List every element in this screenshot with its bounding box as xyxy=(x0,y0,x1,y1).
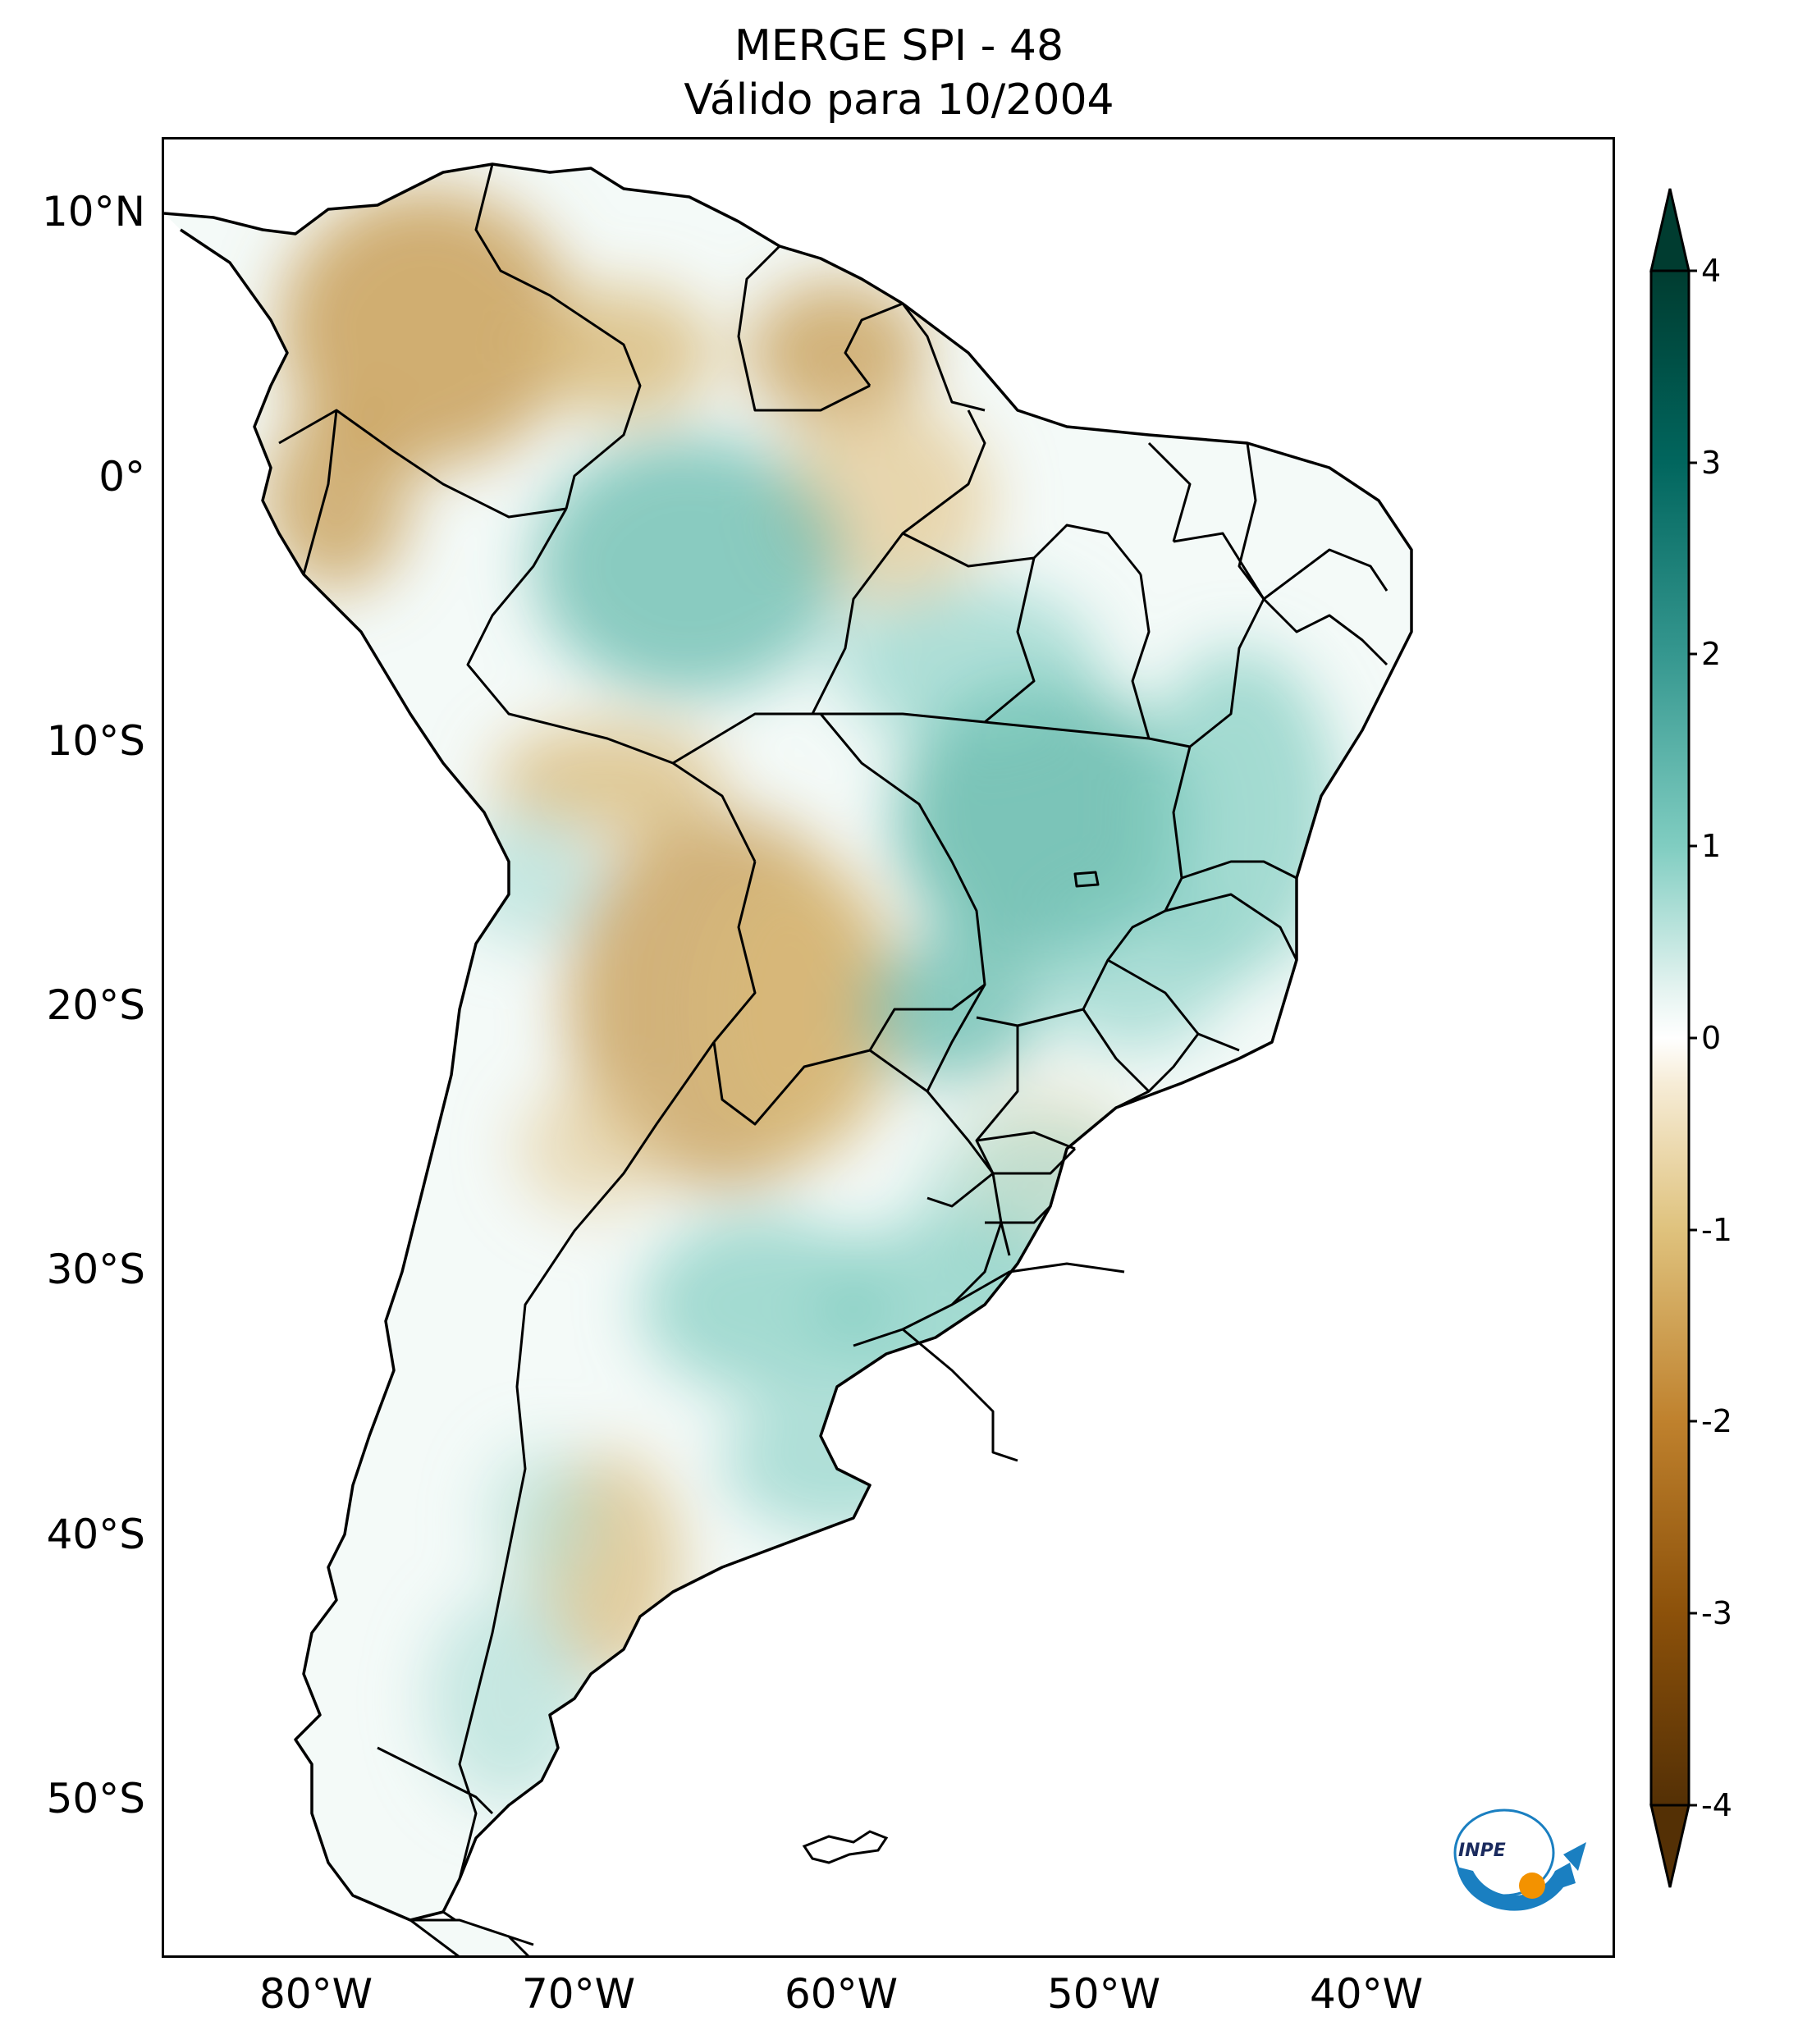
colorbar-tick-label: -3 xyxy=(1701,1595,1732,1631)
lat-tick-label: 20°S xyxy=(46,981,145,1029)
colorbar-tick-label: 3 xyxy=(1701,445,1722,481)
lat-tick-label: 10°S xyxy=(46,717,145,765)
map-title: MERGE SPI - 48 xyxy=(734,21,1064,71)
spi-colorbar xyxy=(1649,188,1697,1888)
lon-tick-label: 50°W xyxy=(1046,1970,1161,2018)
colorbar-tick-label: 0 xyxy=(1701,1020,1722,1056)
falklands-island xyxy=(802,1830,889,1864)
colorbar-tick-label: 1 xyxy=(1701,828,1722,864)
spi-field xyxy=(263,189,1338,1805)
political-borders xyxy=(278,163,1389,1946)
south-america-map xyxy=(164,162,1413,1955)
colorbar-tick-label: -4 xyxy=(1701,1787,1732,1823)
colorbar-ticks xyxy=(1689,269,1697,1807)
inpe-logo-text: INPE xyxy=(1458,1841,1506,1861)
colorbar-tick-label: 4 xyxy=(1701,253,1722,289)
lon-tick-label: 80°W xyxy=(258,1970,373,2018)
inpe-logo: INPE xyxy=(1453,1809,1586,1911)
lat-tick-label: 50°S xyxy=(46,1775,145,1822)
lon-tick-label: 70°W xyxy=(521,1970,636,2018)
lat-tick-label: 0° xyxy=(98,453,145,501)
coastline xyxy=(164,162,1413,1922)
tierra-del-fuego xyxy=(406,1918,530,1955)
colorbar-tick-label: -2 xyxy=(1701,1403,1732,1439)
map-panel xyxy=(162,137,1615,1958)
lon-tick-label: 40°W xyxy=(1309,1970,1424,2018)
lat-tick-label: 40°S xyxy=(46,1511,145,1558)
colorbar-tick-label: 2 xyxy=(1701,636,1722,672)
map-subtitle: Válido para 10/2004 xyxy=(684,75,1114,125)
lat-tick-label: 10°N xyxy=(41,188,145,235)
lat-tick-label: 30°S xyxy=(46,1246,145,1293)
lon-tick-label: 60°W xyxy=(784,1970,899,2018)
colorbar-tick-label: -1 xyxy=(1701,1212,1732,1248)
